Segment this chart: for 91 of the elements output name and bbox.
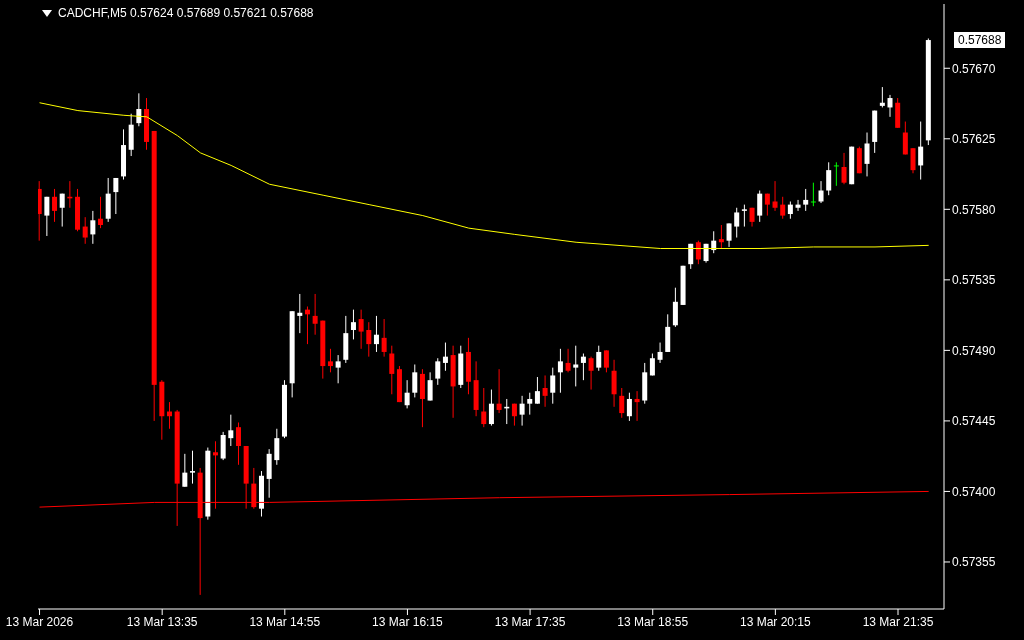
- candlestick: [634, 390, 640, 422]
- candlestick: [596, 345, 602, 372]
- candlestick: [734, 207, 740, 239]
- candlestick: [442, 342, 448, 372]
- candlestick: [626, 392, 632, 422]
- candlestick: [557, 348, 563, 394]
- y-tick-label: 0.57445: [952, 414, 996, 429]
- candlestick: [534, 376, 540, 405]
- candlestick: [879, 86, 885, 108]
- candlestick: [841, 152, 847, 185]
- candlestick: [588, 356, 594, 391]
- candlestick: [695, 240, 701, 265]
- candlestick: [373, 315, 379, 353]
- candlestick: [542, 374, 548, 408]
- candlestick: [90, 210, 96, 245]
- candlestick: [603, 349, 609, 373]
- candlestick: [810, 182, 816, 207]
- candlestick: [726, 222, 732, 248]
- candlestick: [550, 367, 556, 405]
- candlestick: [427, 371, 433, 402]
- candlestick: [657, 342, 663, 364]
- candlestick: [496, 368, 502, 414]
- candlestick: [358, 309, 364, 350]
- candlestick: [573, 345, 579, 387]
- x-tick-label: 13 Mar 14:55: [249, 614, 321, 629]
- candlestick: [297, 293, 303, 334]
- line-series: [39, 102, 930, 250]
- candlestick: [335, 354, 341, 384]
- y-tick-label: 0.57580: [952, 202, 996, 217]
- candlestick: [818, 180, 824, 204]
- candlestick: [741, 204, 747, 228]
- x-tick-label: 13 Mar 17:35: [494, 614, 566, 629]
- candlestick: [918, 121, 924, 181]
- x-tick-label: 13 Mar 16:15: [372, 614, 444, 629]
- candlestick: [381, 318, 387, 358]
- candlestick: [826, 161, 832, 196]
- candlestick: [235, 421, 241, 466]
- candlestick: [52, 188, 58, 223]
- candlestick: [887, 94, 893, 118]
- candlestick: [366, 321, 372, 358]
- candlestick: [519, 395, 525, 427]
- candlestick: [190, 450, 195, 485]
- candlestick: [910, 147, 916, 174]
- candlestick: [803, 188, 809, 212]
- x-tick-label: 13 Mar 21:35: [862, 614, 934, 629]
- candlestick: [98, 196, 104, 229]
- y-tick-label: 0.57670: [952, 61, 996, 76]
- candlestick: [412, 363, 418, 398]
- candlestick: [350, 309, 356, 340]
- candlestick: [795, 199, 801, 212]
- candlestick: [833, 161, 839, 187]
- candlestick: [902, 121, 908, 155]
- candlestick: [404, 379, 410, 409]
- candlestick: [44, 196, 50, 237]
- candlestick: [864, 132, 870, 177]
- candlestick: [619, 387, 625, 419]
- candlestick: [113, 177, 119, 215]
- candlestick: [182, 453, 188, 488]
- candlestick: [565, 348, 571, 373]
- candlestick: [772, 180, 778, 212]
- x-tick-label: 13 Mar 18:55: [617, 614, 689, 629]
- candlestick: [228, 414, 234, 447]
- candlestick: [274, 428, 280, 466]
- candlestick: [688, 243, 694, 270]
- y-tick-label: 0.57535: [952, 273, 996, 288]
- text: 0.57688: [954, 32, 1006, 49]
- x-tick-label: 13 Mar 20:15: [740, 614, 812, 629]
- candlestick: [672, 287, 678, 328]
- candlestick: [580, 353, 586, 381]
- candlestick: [718, 224, 724, 250]
- candlestick: [488, 389, 494, 427]
- y-tick-label: 0.57355: [952, 555, 996, 570]
- chart-title: CADCHF,M5 0.57624 0.57689 0.57621 0.57688: [58, 6, 314, 20]
- x-tick-label: 13 Mar 13:35: [126, 614, 198, 629]
- candlestick: [481, 387, 487, 428]
- y-tick-label: 0.57625: [952, 132, 996, 147]
- candlestick: [780, 196, 786, 220]
- x-tick-label: 13 Mar 2026: [5, 614, 74, 629]
- candlestick: [312, 293, 318, 336]
- candlestick: [59, 193, 65, 228]
- candlestick: [136, 92, 142, 127]
- candlestick: [389, 345, 395, 395]
- candlestick: [611, 359, 617, 408]
- candlestick: [327, 348, 333, 373]
- candlestick: [435, 357, 441, 386]
- candlestick: [82, 216, 88, 245]
- candlestick: [757, 190, 763, 223]
- y-tick-label: 0.57400: [952, 484, 996, 499]
- candlestick: [527, 392, 533, 416]
- y-tick-label: 0.57490: [952, 343, 996, 358]
- candlestick: [220, 431, 226, 461]
